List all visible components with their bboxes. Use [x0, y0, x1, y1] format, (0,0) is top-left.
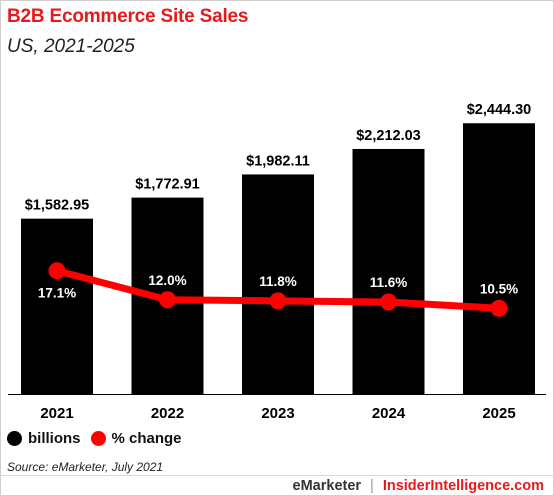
legend-item-percent-change: % change: [90, 430, 182, 447]
percent-change-label-2024: 11.6%: [370, 275, 408, 290]
percent-change-label-2022: 12.0%: [148, 273, 186, 288]
brand-separator: |: [370, 478, 374, 494]
legend-label-billions: billions: [28, 430, 81, 447]
legend-item-billions: billions: [7, 430, 81, 447]
legend: billions % change: [7, 430, 182, 447]
percent-change-label-2023: 11.8%: [259, 274, 297, 289]
footer-divider: [0, 475, 554, 476]
chart-plot: $1,582.95 $1,772.91 $1,982.11 $2,212.03 $2,4…: [8, 102, 546, 422]
percent-change-label-2025: 10.5%: [480, 281, 518, 296]
percent-change-point-2023: [269, 292, 287, 310]
bar-value-label-2022: $1,772.91: [135, 177, 200, 193]
brand-insider-intelligence[interactable]: InsiderIntelligence.com: [382, 478, 544, 494]
chart-subtitle: US, 2021-2025: [7, 36, 135, 57]
bar-2023: [242, 174, 314, 394]
source-note: Source: eMarketer, July 2021: [7, 460, 164, 474]
x-tick-label-2025: 2025: [482, 405, 515, 422]
x-tick-label-2024: 2024: [372, 405, 406, 422]
chart-title: B2B Ecommerce Site Sales: [7, 6, 249, 27]
brand-emarketer[interactable]: eMarketer: [292, 478, 362, 494]
bar-2025: [463, 123, 535, 395]
bar-value-label-2023: $1,982.11: [246, 153, 310, 169]
legend-label-percent-change: % change: [111, 430, 182, 447]
bar-2024: [352, 148, 425, 394]
percent-change-point-2025: [490, 299, 508, 317]
bar-value-label-2021: $1,582.95: [25, 198, 90, 214]
percent-change-point-2021: [48, 262, 66, 280]
footer-brand: eMarketer | InsiderIntelligence.com: [293, 478, 544, 494]
x-tick-label-2022: 2022: [151, 405, 184, 422]
x-tick-label-2023: 2023: [261, 405, 294, 422]
legend-swatch-red-icon: [90, 431, 106, 446]
bar-2021: [21, 218, 93, 394]
bar-value-label-2024: $2,212.03: [356, 128, 421, 144]
percent-change-point-2024: [380, 293, 397, 311]
percent-change-point-2022: [159, 291, 176, 309]
percent-change-label-2021: 17.1%: [38, 286, 76, 301]
x-tick-label-2021: 2021: [40, 405, 73, 422]
bar-value-label-2025: $2,444.30: [467, 102, 532, 118]
legend-swatch-black-icon: [7, 431, 22, 446]
